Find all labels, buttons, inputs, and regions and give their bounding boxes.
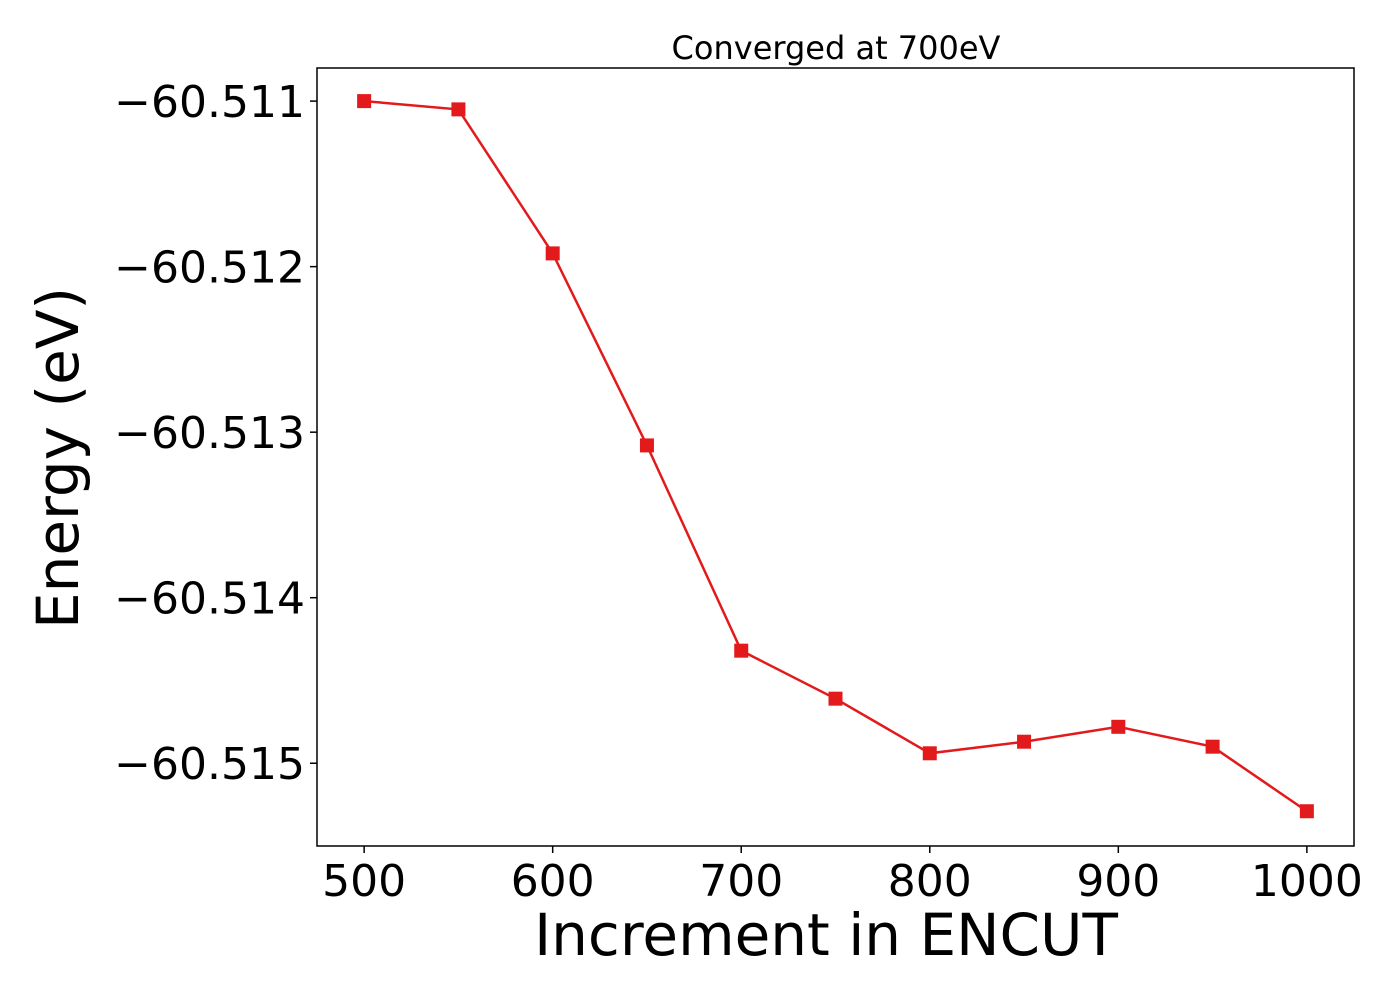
data-point xyxy=(1299,804,1314,819)
x-tick-label: 800 xyxy=(888,856,972,907)
x-axis-title: Increment in ENCUT xyxy=(534,901,1118,969)
x-tick-label: 500 xyxy=(322,856,406,907)
data-point xyxy=(1111,719,1126,734)
data-point xyxy=(357,94,372,109)
series-layer xyxy=(357,94,1314,819)
chart-title: Converged at 700eV xyxy=(672,29,1001,67)
plot-area xyxy=(316,67,1355,847)
data-point xyxy=(1205,739,1220,754)
data-point xyxy=(734,643,749,658)
x-tick-label: 900 xyxy=(1076,856,1160,907)
data-point xyxy=(1017,734,1032,749)
x-tick-label: 700 xyxy=(699,856,783,907)
y-tick-label: −60.512 xyxy=(114,243,305,294)
x-axis-ticks: 500 600 700 800 900 1000 xyxy=(322,846,1363,907)
y-tick-label: −60.515 xyxy=(114,739,305,790)
y-axis-title: Energy (eV) xyxy=(24,287,92,629)
y-tick-label: −60.514 xyxy=(114,574,305,625)
data-point xyxy=(922,746,937,761)
data-point xyxy=(545,246,560,261)
data-point xyxy=(451,102,466,117)
data-point xyxy=(639,438,654,453)
x-tick-label: 600 xyxy=(511,856,595,907)
x-tick-label: 1000 xyxy=(1251,856,1363,907)
y-tick-label: −60.513 xyxy=(114,408,305,459)
y-axis-ticks: −60.511 −60.512 −60.513 −60.514 −60.515 xyxy=(114,77,317,790)
y-tick-label: −60.511 xyxy=(114,77,305,128)
data-point xyxy=(828,691,843,706)
